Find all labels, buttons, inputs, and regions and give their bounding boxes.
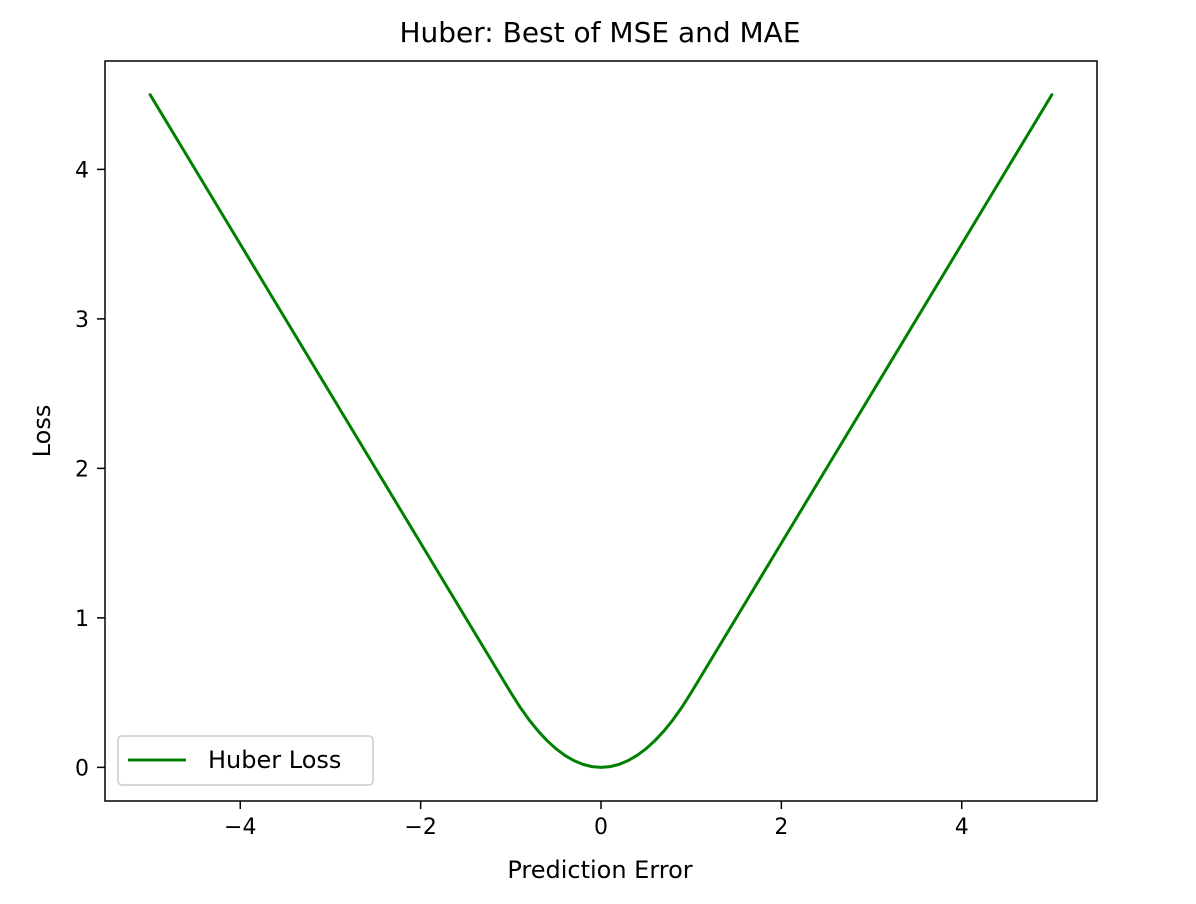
x-axis-ticks: −4 −2 0 2 4 bbox=[224, 801, 969, 840]
y-tick-label: 4 bbox=[75, 158, 89, 183]
y-tick-label: 2 bbox=[75, 457, 89, 482]
y-axis-label: Loss bbox=[28, 405, 56, 458]
x-tick-label: 4 bbox=[955, 815, 969, 840]
chart-title: Huber: Best of MSE and MAE bbox=[399, 16, 800, 49]
axes-frame bbox=[104, 60, 1098, 802]
legend-box bbox=[117, 735, 374, 786]
legend: Huber Loss bbox=[117, 735, 374, 786]
y-tick-label: 1 bbox=[75, 607, 89, 632]
x-tick-label: 2 bbox=[774, 815, 788, 840]
series-line-huber-loss bbox=[148, 93, 1054, 769]
plot-area bbox=[148, 93, 1054, 769]
legend-label-huber-loss: Huber Loss bbox=[208, 746, 341, 774]
y-axis-ticks: 0 1 2 3 4 bbox=[75, 158, 105, 781]
x-tick-label: −2 bbox=[404, 815, 436, 840]
x-tick-label: 0 bbox=[594, 815, 608, 840]
y-tick-label: 0 bbox=[75, 756, 89, 781]
x-axis-label: Prediction Error bbox=[507, 856, 692, 884]
x-tick-label: −4 bbox=[224, 815, 256, 840]
y-tick-label: 3 bbox=[75, 308, 89, 333]
